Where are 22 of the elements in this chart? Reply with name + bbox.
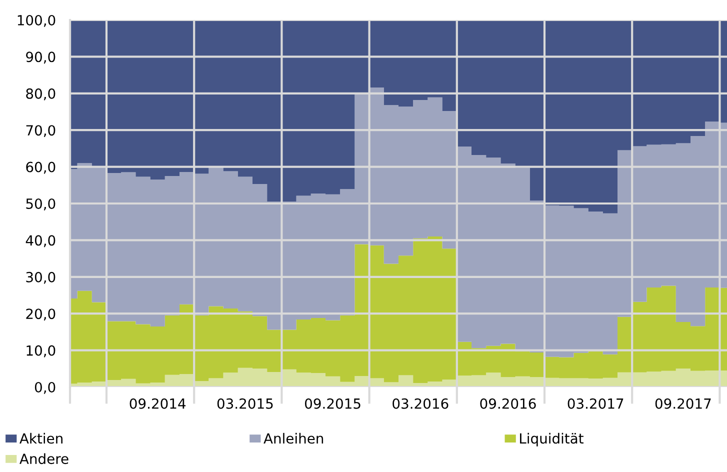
y-tick-label: 0,0 xyxy=(34,382,56,394)
x-tick-label: 09.2015 xyxy=(305,398,360,409)
y-tick-label: 90,0 xyxy=(26,52,56,64)
y-tick-label: 40,0 xyxy=(26,235,56,248)
y-tick-label: 30,0 xyxy=(26,272,56,284)
y-tick-label: 60,0 xyxy=(26,162,56,174)
x-tick-label: 03.2015 xyxy=(217,398,273,409)
legend-label: Anleihen xyxy=(264,432,324,444)
x-tick-label: 09.2017 xyxy=(655,398,711,409)
y-tick-label: 100,0 xyxy=(18,14,56,27)
x-tick-label: 09.2016 xyxy=(480,398,536,409)
y-tick-label: 80,0 xyxy=(26,88,56,100)
y-tick-label: 70,0 xyxy=(26,125,56,137)
legend-label: Andere xyxy=(20,453,68,464)
x-tick-label: 03.2016 xyxy=(392,398,448,409)
legend-label: Aktien xyxy=(20,432,62,444)
legend-label: Liquidität xyxy=(520,432,584,446)
y-tick-label: 20,0 xyxy=(26,308,56,320)
y-tick-label: 10,0 xyxy=(26,345,56,358)
y-tick-label: 50,0 xyxy=(26,198,56,210)
x-tick-label: 09.2014 xyxy=(130,398,186,409)
x-tick-label: 03.2017 xyxy=(568,398,624,409)
